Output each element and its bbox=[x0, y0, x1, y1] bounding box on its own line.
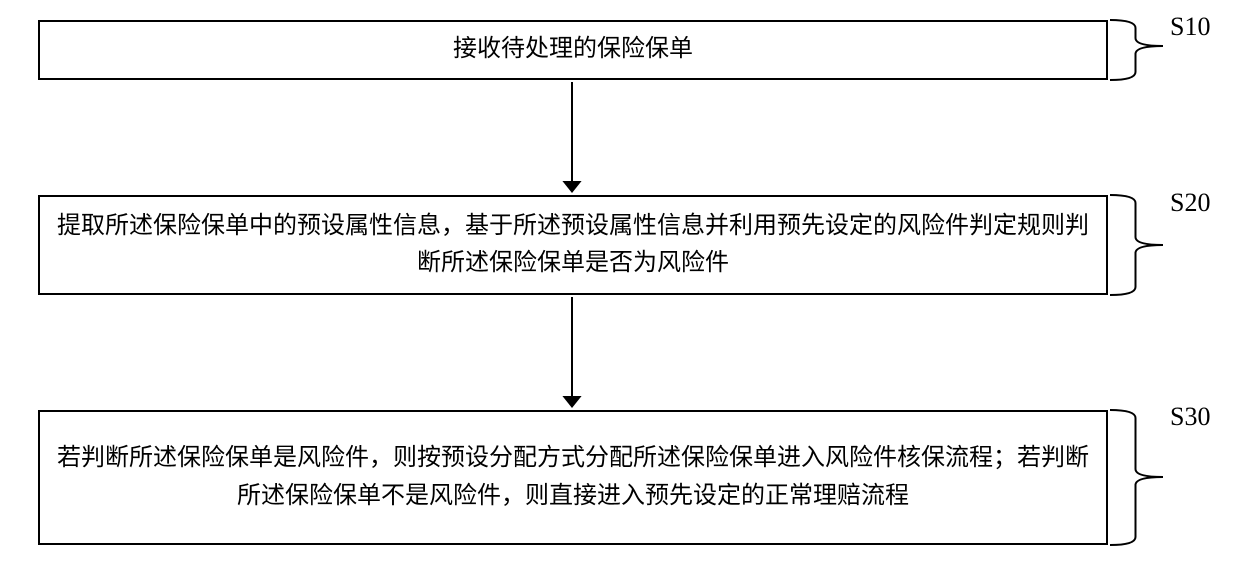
arrow-s20-s30 bbox=[558, 297, 586, 410]
bracket-s30 bbox=[1108, 408, 1171, 547]
step-s10-label: S10 bbox=[1170, 12, 1210, 42]
step-s20-box: 提取所述保险保单中的预设属性信息，基于所述预设属性信息并利用预先设定的风险件判定… bbox=[38, 195, 1108, 295]
step-s30-text: 若判断所述保险保单是风险件，则按预设分配方式分配所述保险保单进入风险件核保流程；… bbox=[56, 440, 1090, 514]
step-s30-box: 若判断所述保险保单是风险件，则按预设分配方式分配所述保险保单进入风险件核保流程；… bbox=[38, 410, 1108, 545]
step-s10-text: 接收待处理的保险保单 bbox=[453, 31, 693, 68]
flowchart-canvas: 接收待处理的保险保单 提取所述保险保单中的预设属性信息，基于所述预设属性信息并利… bbox=[0, 0, 1240, 565]
step-s10-box: 接收待处理的保险保单 bbox=[38, 20, 1108, 80]
arrow-s10-s20 bbox=[558, 82, 586, 195]
bracket-s10 bbox=[1108, 18, 1171, 82]
step-s20-label: S20 bbox=[1170, 188, 1210, 218]
step-s20-text: 提取所述保险保单中的预设属性信息，基于所述预设属性信息并利用预先设定的风险件判定… bbox=[56, 208, 1090, 282]
step-s30-label: S30 bbox=[1170, 402, 1210, 432]
bracket-s20 bbox=[1108, 193, 1171, 297]
